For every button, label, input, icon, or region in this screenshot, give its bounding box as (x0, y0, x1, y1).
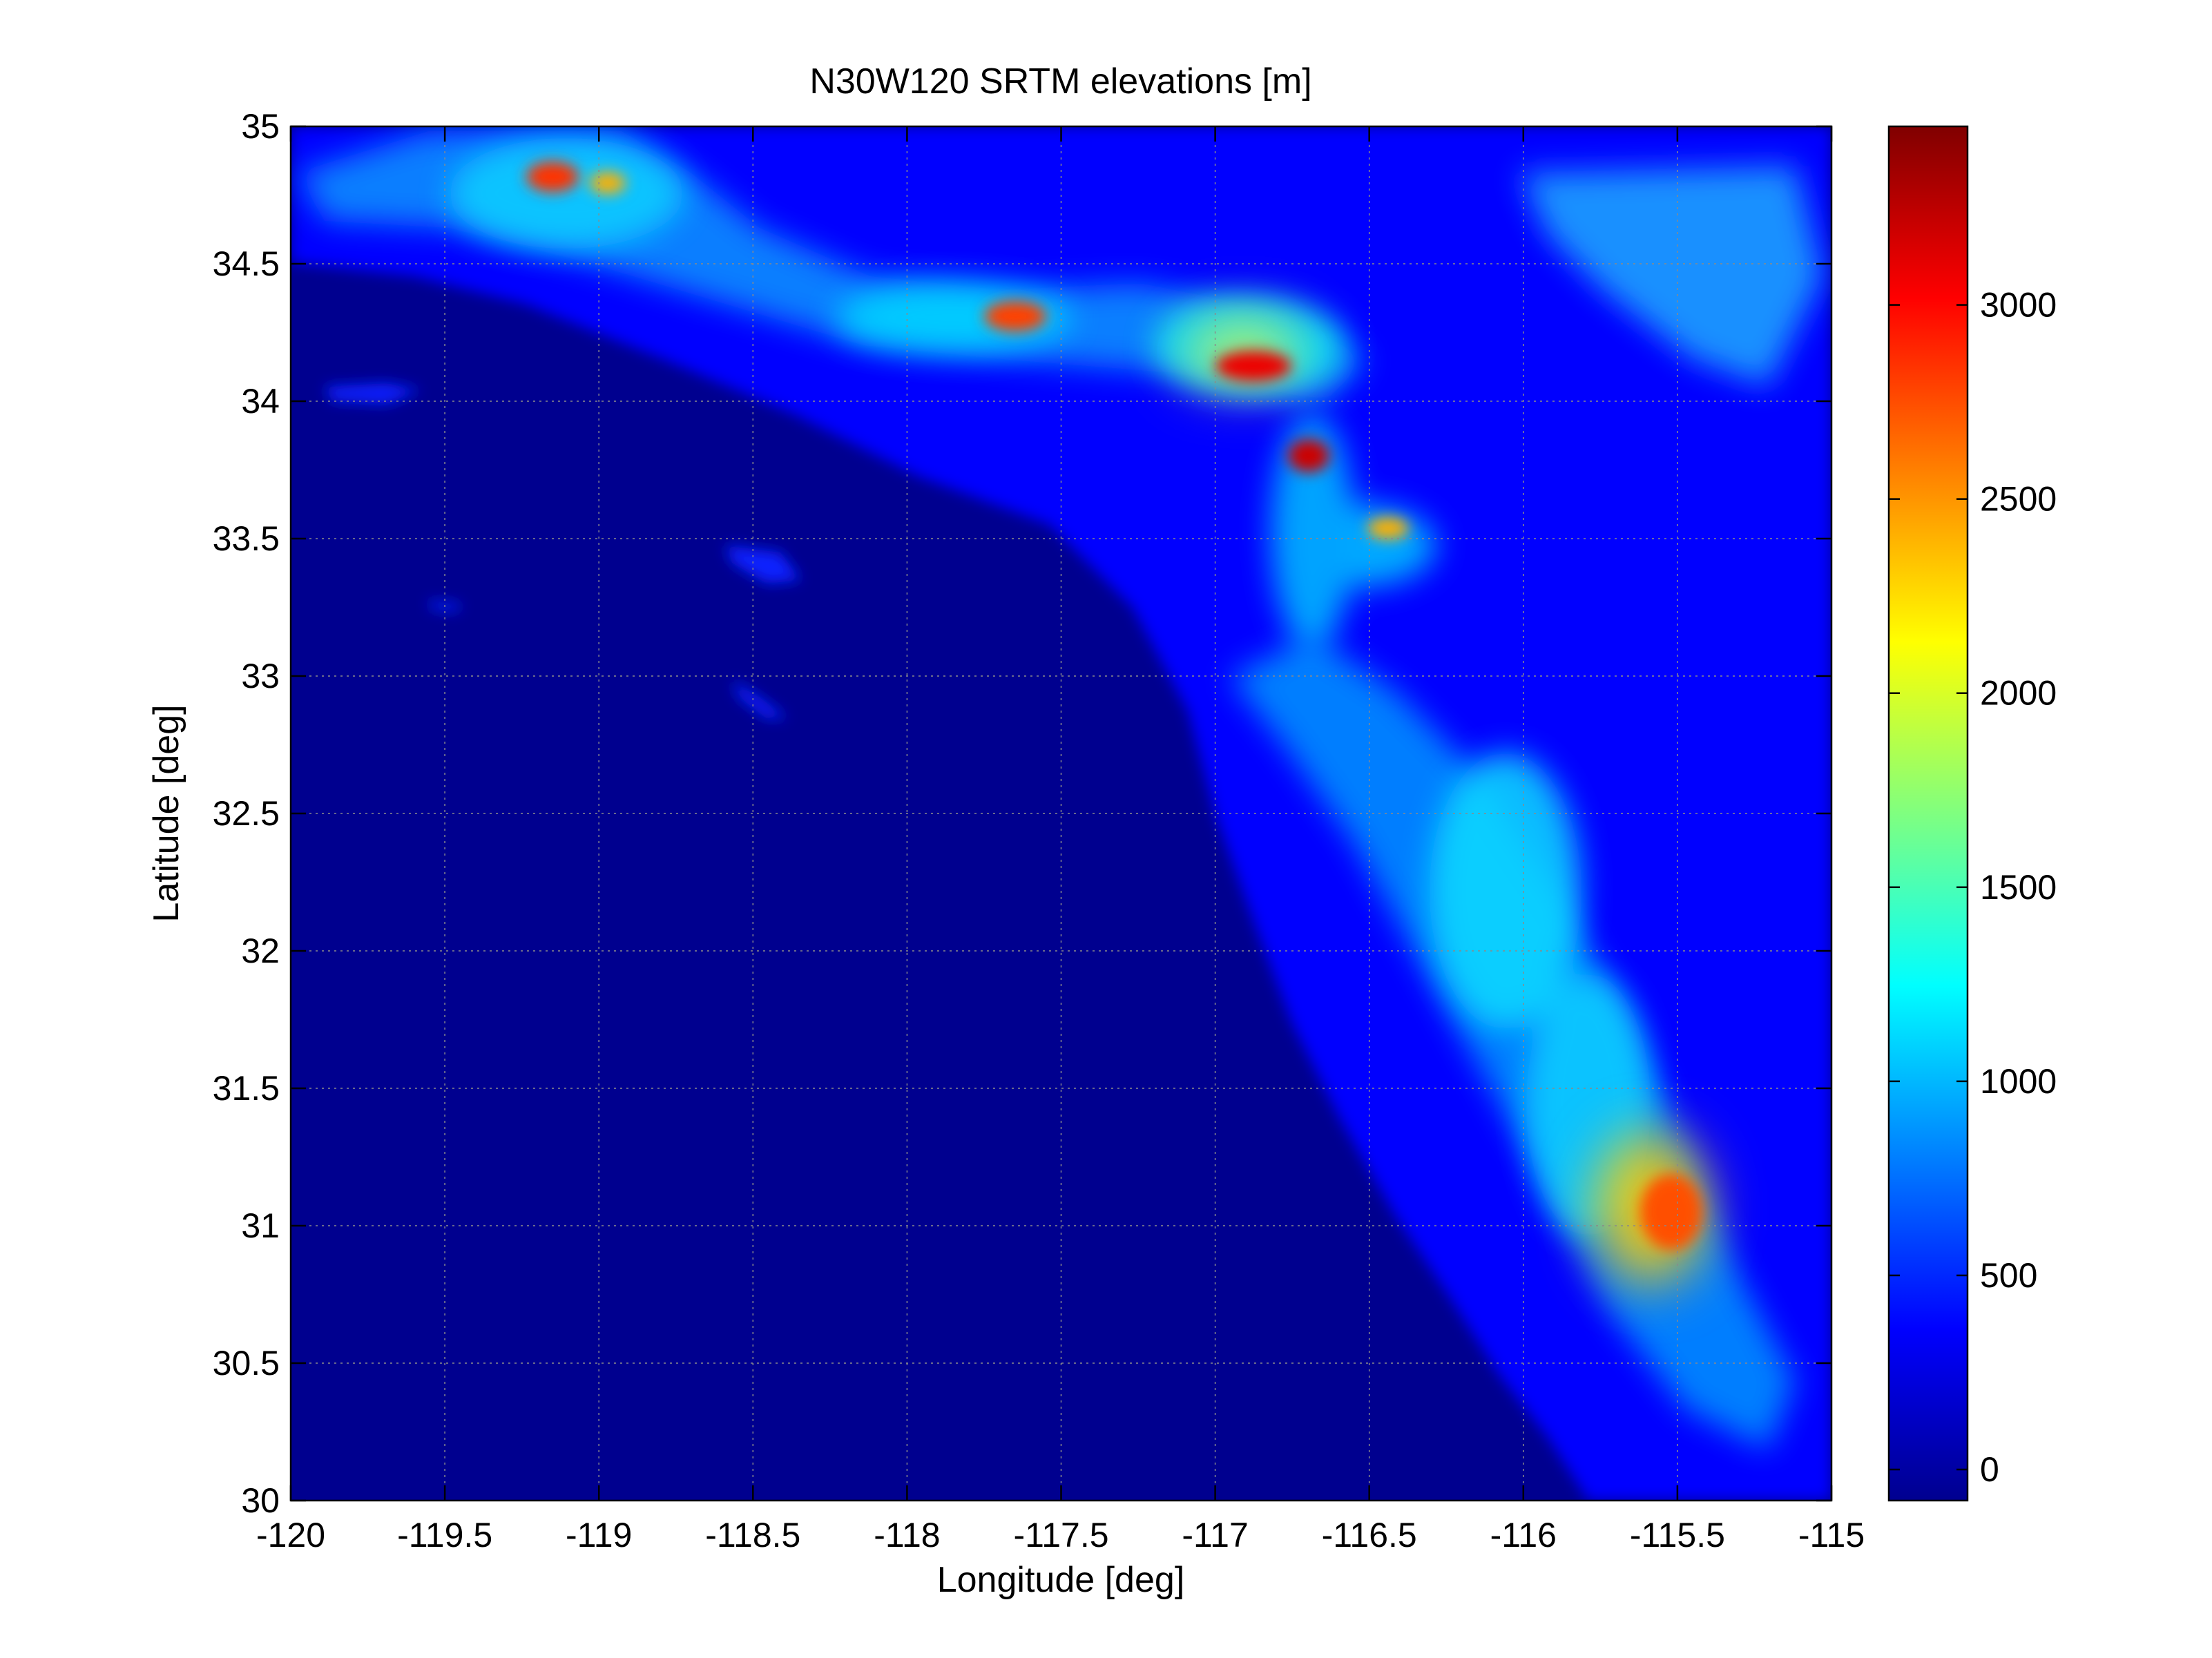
peak-pinos (526, 162, 579, 192)
colorbar-tick-label: 2000 (1980, 674, 2057, 713)
y-tick-label: 30.5 (213, 1344, 280, 1382)
x-tick-label: -115.5 (1630, 1516, 1725, 1554)
plot-area (291, 126, 1831, 1501)
desert-ranges (1519, 166, 1823, 387)
colorbar-tick-label: 3000 (1980, 286, 2057, 325)
y-tick-label: 30 (241, 1481, 280, 1520)
y-tick-label: 31.5 (213, 1069, 280, 1108)
tehachapi (449, 138, 684, 249)
y-tick-labels: 30 30.5 31 31.5 32 32.5 33 33.5 34 34.5 35 (213, 107, 280, 1520)
x-tick-label: -118.5 (705, 1516, 800, 1554)
san-jacinto-ridge (1271, 414, 1354, 649)
y-tick-label: 32.5 (213, 794, 280, 833)
colorbar-tick-label: 0 (1980, 1450, 1999, 1489)
colorbar-tick-label: 1500 (1980, 868, 2057, 907)
x-tick-label: -117 (1182, 1516, 1248, 1554)
colorbar-tick-label: 1000 (1980, 1062, 2057, 1101)
x-axis-label: Longitude [deg] (937, 1560, 1185, 1600)
x-tick-label: -119 (566, 1516, 632, 1554)
x-tick-label: -119.5 (397, 1516, 492, 1554)
colorbar-tick-label: 2500 (1980, 480, 2057, 519)
y-tick-label: 34 (241, 382, 280, 421)
colorbar-gradient (1887, 125, 1969, 1502)
san-gabriel (836, 283, 1070, 352)
x-tick-label: -115 (1798, 1516, 1865, 1554)
y-tick-label: 34.5 (213, 244, 280, 283)
axis-ticks (289, 125, 1833, 1502)
y-tick-label: 33.5 (213, 519, 280, 558)
x-tick-label: -118 (874, 1516, 940, 1554)
y-tick-label: 35 (241, 107, 280, 146)
peak-san-gorgonio (1215, 351, 1291, 381)
chart-title: N30W120 SRTM elevations [m] (809, 61, 1311, 102)
colorbar-tick-label: 500 (1980, 1256, 2037, 1295)
island-4 (428, 601, 463, 611)
island-2 (725, 546, 801, 584)
peak-san-pedro-core (1640, 1174, 1702, 1250)
land-mass (291, 126, 1831, 1501)
peak-toro (1367, 517, 1409, 539)
x-tick-label: -120 (256, 1516, 325, 1554)
island-3 (732, 680, 787, 718)
land-layer (291, 126, 1831, 1501)
y-axis-label: Latitude [deg] (146, 704, 186, 922)
x-tick-labels: -120 -119.5 -119 -118.5 -118 -117.5 -117 -116.5… (256, 1516, 1865, 1554)
y-tick-label: 33 (241, 657, 280, 695)
x-tick-label: -116.5 (1322, 1516, 1417, 1554)
laguna-mountains (1430, 753, 1581, 1029)
colorbar-ticks (1889, 304, 1968, 1471)
y-tick-label: 32 (241, 932, 280, 970)
grid-lines (291, 126, 1831, 1501)
peak-frazier (590, 172, 626, 194)
colorbar: 0 500 1000 1500 2000 2500 3000 (1887, 125, 2057, 1502)
peak-san-jacinto (1288, 439, 1329, 472)
peak-san-gabriel (984, 301, 1046, 331)
colorbar-tick-labels: 0 500 1000 1500 2000 2500 3000 (1980, 286, 2057, 1489)
island-1 (325, 383, 421, 404)
x-tick-label: -117.5 (1013, 1516, 1108, 1554)
x-tick-label: -116 (1490, 1516, 1557, 1554)
y-tick-label: 31 (241, 1206, 280, 1245)
